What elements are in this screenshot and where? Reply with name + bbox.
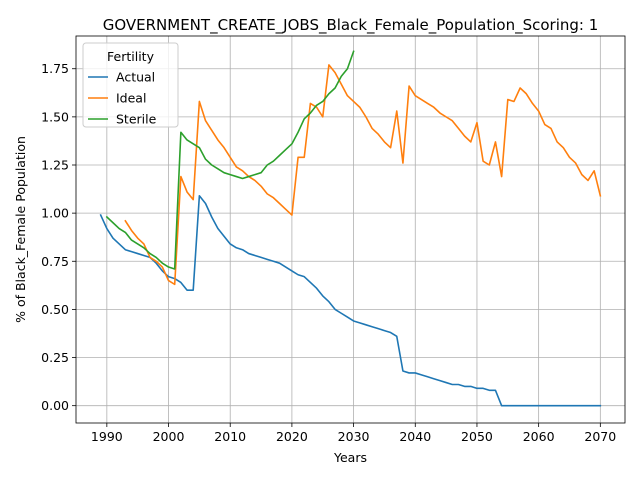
y-tick-label: 0.25 [41,350,69,365]
x-tick-label: 2050 [461,429,493,444]
x-tick-label: 2020 [276,429,308,444]
x-tick-label: 1990 [91,429,123,444]
x-tick-label: 2010 [214,429,246,444]
series-line-ideal [124,64,602,286]
x-tick-label: 2060 [523,429,555,444]
y-tick-label: 0.50 [41,302,69,317]
x-tick-label: 2000 [153,429,185,444]
x-tick-label: 2030 [338,429,370,444]
legend: Fertility Actual Ideal Sterile [82,42,179,128]
legend-label-actual: Actual [116,70,155,85]
y-tick-label: 1.50 [41,109,69,124]
y-axis-label: % of Black_Female Population [13,136,28,323]
legend-label-ideal: Ideal [116,91,146,106]
plot-area-frame [75,35,626,424]
y-tick-label: 1.75 [41,61,69,76]
legend-items: Actual Ideal Sterile [88,70,157,127]
chart-title: GOVERNMENT_CREATE_JOBS_Black_Female_Popu… [103,16,599,35]
y-axis: 0.00 0.25 0.50 0.75 1.00 1.25 1.50 1.75 [41,61,76,413]
legend-box [82,42,179,128]
legend-label-sterile: Sterile [116,112,157,127]
x-tick-label: 2040 [399,429,431,444]
series-lines [99,50,602,407]
legend-title: Fertility [107,49,155,64]
x-tick-label: 2070 [584,429,616,444]
y-tick-label: 0.75 [41,254,69,269]
x-axis: 1990 2000 2010 2020 2030 2040 2050 2060 2070 [91,423,616,444]
y-tick-label: 1.25 [41,158,69,173]
series-line-actual [99,195,602,407]
series-line-sterile [105,50,355,270]
y-tick-label: 0.00 [41,398,69,413]
y-tick-label: 1.00 [41,206,69,221]
x-axis-label: Years [333,450,367,465]
